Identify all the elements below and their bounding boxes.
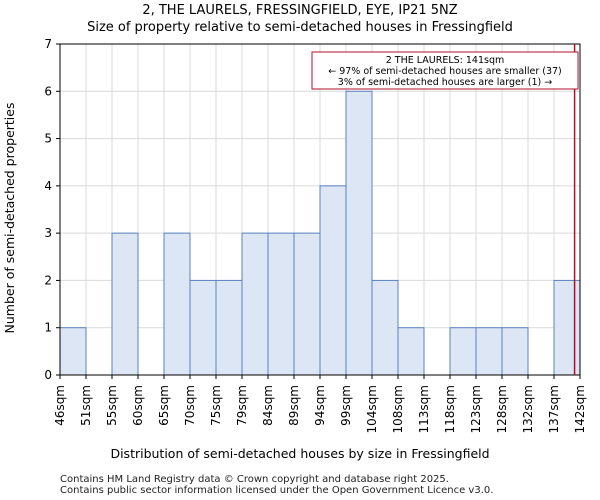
x-tick-label: 137sqm — [547, 385, 561, 433]
annotation-box — [311, 51, 579, 90]
x-tick-label: 118sqm — [443, 385, 457, 433]
x-tick-label: 60sqm — [131, 385, 145, 426]
annotation-line-1: 2 THE LAURELS: 141sqm — [386, 55, 505, 66]
x-tick-label: 123sqm — [469, 385, 483, 433]
footer-licence: Contains public sector information licen… — [60, 485, 494, 496]
histogram-bar — [345, 90, 373, 376]
chart-subtitle: Size of property relative to semi-detach… — [87, 20, 513, 35]
x-tick-label: 79sqm — [235, 385, 249, 426]
annotation-line-2: ← 97% of semi-detached houses are smalle… — [328, 66, 562, 77]
x-tick-label: 108sqm — [391, 385, 405, 433]
y-tick-label: 7 — [44, 37, 52, 51]
x-tick-label: 113sqm — [417, 385, 431, 433]
x-tick-label: 65sqm — [157, 385, 171, 426]
x-tick-label: 94sqm — [313, 385, 327, 426]
histogram-bar — [267, 232, 295, 376]
x-tick-label: 84sqm — [261, 385, 275, 426]
x-tick-label: 55sqm — [105, 385, 119, 426]
y-tick-label: 1 — [44, 321, 52, 335]
x-tick-label: 89sqm — [287, 385, 301, 426]
histogram-bar — [449, 327, 477, 376]
y-tick-label: 0 — [44, 368, 52, 382]
histogram-bar — [293, 232, 321, 376]
histogram-bar — [241, 232, 269, 376]
histogram-bar — [163, 232, 191, 376]
x-tick-label: 104sqm — [365, 385, 379, 433]
chart-title: 2, THE LAURELS, FRESSINGFIELD, EYE, IP21… — [142, 3, 458, 18]
histogram-bar — [111, 232, 139, 376]
y-tick-label: 5 — [44, 132, 52, 146]
y-tick-label: 2 — [44, 273, 52, 287]
x-tick-label: 132sqm — [521, 385, 535, 433]
y-tick-label: 4 — [44, 179, 52, 193]
histogram-bar — [189, 279, 217, 376]
histogram-bar — [319, 185, 347, 376]
x-tick-label: 51sqm — [79, 385, 93, 426]
footer-copyright: Contains HM Land Registry data © Crown c… — [60, 474, 449, 485]
x-tick-label: 142sqm — [573, 385, 587, 433]
annotation-line-3: 3% of semi-detached houses are larger (1… — [338, 77, 552, 88]
x-tick-label: 75sqm — [209, 385, 223, 426]
histogram-bar — [553, 279, 581, 376]
histogram-bar — [371, 279, 399, 376]
histogram-bar — [59, 327, 87, 376]
x-tick-label: 46sqm — [53, 385, 67, 426]
histogram-bar — [501, 327, 529, 376]
y-axis-label: Number of semi-detached properties — [2, 103, 17, 334]
x-tick-label: 70sqm — [183, 385, 197, 426]
histogram-bar — [475, 327, 503, 376]
x-tick-label: 99sqm — [339, 385, 353, 426]
x-tick-label: 128sqm — [495, 385, 509, 433]
histogram-bar — [397, 327, 425, 376]
x-axis-label: Distribution of semi-detached houses by … — [110, 446, 489, 461]
y-tick-label: 6 — [44, 84, 52, 98]
histogram-bar — [215, 279, 243, 376]
y-tick-label: 3 — [44, 226, 52, 240]
